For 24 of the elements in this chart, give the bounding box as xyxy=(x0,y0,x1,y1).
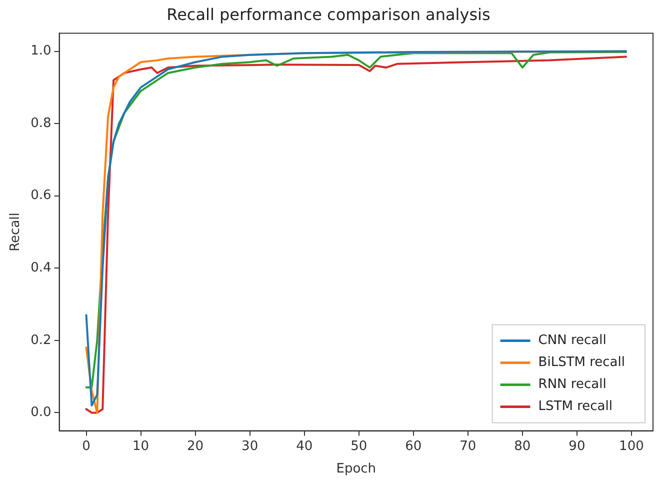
x-tick-label: 40 xyxy=(296,438,313,454)
legend-label: RNN recall xyxy=(538,377,606,392)
x-tick-label: 50 xyxy=(350,438,368,454)
legend-label: BiLSTM recall xyxy=(538,355,626,370)
x-tick-label: 20 xyxy=(187,438,204,454)
y-tick-label: 0.0 xyxy=(30,405,52,420)
x-tick-label: 90 xyxy=(568,438,586,454)
y-axis-title: Recall xyxy=(8,212,24,252)
x-tick-label: 70 xyxy=(460,438,476,454)
x-tick-label: 60 xyxy=(405,438,422,454)
x-tick-label: 100 xyxy=(619,438,644,454)
y-tick-label: 0.4 xyxy=(30,260,52,276)
legend-label: LSTM recall xyxy=(538,399,612,414)
y-tick-label: 0.8 xyxy=(30,116,52,131)
y-tick-label: 0.6 xyxy=(30,188,52,204)
x-tick-label: 30 xyxy=(242,438,258,454)
x-tick-label: 10 xyxy=(132,438,150,454)
y-tick-label: 0.2 xyxy=(30,332,52,348)
legend-label: CNN recall xyxy=(538,333,606,348)
x-tick-label: 0 xyxy=(82,438,90,454)
x-tick-label: 80 xyxy=(514,438,531,454)
x-axis-title: Epoch xyxy=(336,462,376,477)
chart-title: Recall performance comparison analysis xyxy=(166,4,490,24)
y-tick-label: 1.0 xyxy=(30,44,52,59)
